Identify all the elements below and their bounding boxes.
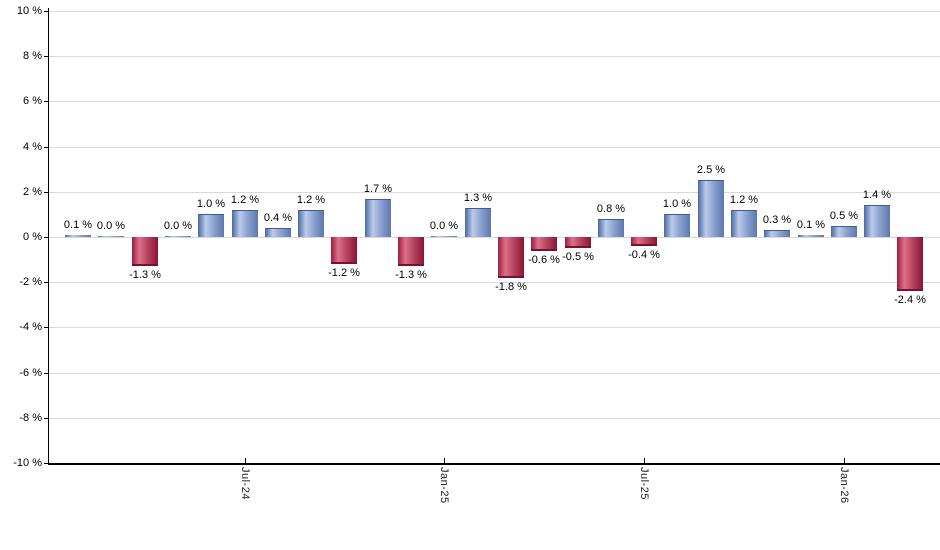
y-tick-label: 0 %: [23, 231, 42, 243]
y-tick-label: -10 %: [13, 457, 42, 469]
bar-value-label-7: 1.2 %: [296, 194, 326, 206]
x-tick-label-Jul-24: Jul-24: [239, 467, 251, 500]
x-tick-label-Jan-25: Jan-25: [438, 467, 450, 504]
y-tick-label: 10 %: [16, 5, 42, 17]
bar-value-label-22: 0.1 %: [796, 219, 826, 231]
bar-13: [498, 237, 524, 278]
x-tick-mark: [444, 458, 445, 463]
x-tick-mark: [245, 458, 246, 463]
bar-22: [798, 235, 824, 237]
bar-value-label-19: 2.5 %: [696, 164, 726, 176]
bar-value-label-17: -0.4 %: [628, 249, 660, 261]
bar-3: [165, 235, 191, 237]
bar-value-label-5: 1.2 %: [230, 194, 260, 206]
bar-value-label-25: -2.4 %: [894, 294, 926, 306]
x-tick-mark: [644, 458, 645, 463]
bar-value-label-24: 1.4 %: [862, 189, 892, 201]
bar-21: [764, 230, 790, 237]
bar-value-label-12: 1.3 %: [463, 192, 493, 204]
gridline--8: [48, 418, 940, 419]
y-tick-mark: [44, 282, 48, 283]
bar-value-label-14: -0.6 %: [528, 254, 560, 266]
y-tick-mark: [44, 463, 48, 464]
y-tick-mark: [44, 147, 48, 148]
bar-value-label-16: 0.8 %: [596, 203, 626, 215]
gridline--4: [48, 327, 940, 328]
bar-value-label-21: 0.3 %: [762, 214, 792, 226]
bar-17: [631, 237, 657, 246]
bar-2: [132, 237, 158, 266]
gridline-8: [48, 56, 940, 57]
bar-value-label-4: 1.0 %: [196, 198, 226, 210]
y-tick-mark: [44, 101, 48, 102]
x-tick-mark: [844, 458, 845, 463]
gridline--6: [48, 373, 940, 374]
y-tick-mark: [44, 56, 48, 57]
bar-value-label-9: 1.7 %: [363, 183, 393, 195]
bar-20: [731, 210, 757, 237]
y-tick-mark: [44, 327, 48, 328]
y-tick-label: 2 %: [23, 186, 42, 198]
y-tick-mark: [44, 373, 48, 374]
y-tick-label: 8 %: [23, 50, 42, 62]
bar-10: [398, 237, 424, 266]
bar-value-label-13: -1.8 %: [495, 281, 527, 293]
bar-11: [431, 235, 457, 237]
bar-value-label-18: 1.0 %: [662, 198, 692, 210]
bar-value-label-0: 0.1 %: [63, 219, 93, 231]
gridline-2: [48, 192, 940, 193]
bar-6: [265, 228, 291, 237]
bar-14: [531, 237, 557, 251]
bar-1: [98, 235, 124, 237]
y-tick-mark: [44, 192, 48, 193]
y-tick-label: -6 %: [19, 367, 42, 379]
y-tick-mark: [44, 11, 48, 12]
bar-5: [232, 210, 258, 237]
bar-value-label-2: -1.3 %: [129, 269, 161, 281]
y-axis-line: [48, 8, 49, 463]
gridline-10: [48, 11, 940, 12]
y-tick-label: -8 %: [19, 412, 42, 424]
y-tick-label: 4 %: [23, 141, 42, 153]
bar-18: [664, 214, 690, 237]
y-tick-label: 6 %: [23, 95, 42, 107]
y-tick-label: -4 %: [19, 321, 42, 333]
x-tick-label-Jan-26: Jan-26: [838, 467, 850, 504]
bar-4: [198, 214, 224, 237]
y-tick-mark: [44, 237, 48, 238]
y-tick-label: -2 %: [19, 276, 42, 288]
bar-value-label-11: 0.0 %: [429, 219, 459, 232]
gridline-0: [48, 237, 940, 238]
bar-value-label-3: 0.0 %: [163, 219, 193, 232]
bar-value-label-8: -1.2 %: [328, 267, 360, 279]
bar-9: [365, 199, 391, 237]
bar-0: [65, 235, 91, 237]
x-tick-label-Jul-25: Jul-25: [638, 467, 650, 500]
bar-value-label-15: -0.5 %: [562, 251, 594, 263]
x-axis-baseline: [48, 463, 940, 465]
bar-value-label-10: -1.3 %: [395, 269, 427, 281]
gridline--2: [48, 282, 940, 283]
bar-15: [565, 237, 591, 248]
bar-12: [465, 208, 491, 237]
gridline-4: [48, 147, 940, 148]
bar-value-label-1: 0.0 %: [96, 219, 126, 232]
bar-19: [698, 180, 724, 237]
bar-value-label-20: 1.2 %: [729, 194, 759, 206]
bar-7: [298, 210, 324, 237]
bar-25: [897, 237, 923, 291]
bar-8: [331, 237, 357, 264]
bar-value-label-23: 0.5 %: [829, 210, 859, 222]
gridline-6: [48, 101, 940, 102]
bar-value-label-6: 0.4 %: [263, 212, 293, 224]
bar-24: [864, 205, 890, 237]
y-tick-mark: [44, 418, 48, 419]
bar-16: [598, 219, 624, 237]
bar-23: [831, 226, 857, 237]
